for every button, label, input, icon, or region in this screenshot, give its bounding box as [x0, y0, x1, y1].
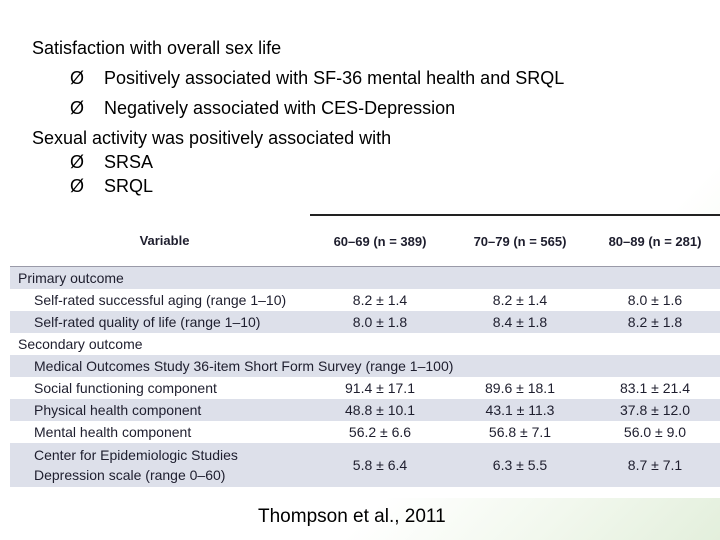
cell-value: 6.3 ± 5.5 — [450, 443, 590, 487]
row-label: Medical Outcomes Study 36-item Short For… — [10, 355, 720, 377]
row-label: Self-rated quality of life (range 1–10) — [10, 311, 310, 333]
column-header-70-79: 70–79 (n = 565) — [450, 214, 590, 267]
cell-value: 8.0 ± 1.6 — [627, 292, 683, 308]
cell-value: 83.1 ± 21.4 — [620, 380, 690, 396]
arrow-bullet-icon: Ø — [70, 68, 85, 88]
row-label: Mental health component — [34, 424, 192, 440]
cell-value: 91.4 ± 17.1 — [345, 380, 415, 396]
table-row: Self-rated successful aging (range 1–10)… — [10, 289, 720, 311]
column-header-80-89: 80–89 (n = 281) — [590, 214, 720, 267]
arrow-bullet-icon: Ø — [70, 176, 85, 196]
heading-sexual-activity: Sexual activity was positively associate… — [32, 128, 392, 148]
cell-value: 56.2 ± 6.6 — [348, 424, 412, 440]
cell-value: 8.7 ± 7.1 — [590, 443, 720, 487]
row-label: Self-rated successful aging (range 1–10) — [34, 292, 287, 308]
table-row: Self-rated quality of life (range 1–10) … — [10, 311, 720, 333]
bullet-item: Ø Negatively associated with CES-Depressi… — [70, 98, 456, 118]
row-label: Social functioning component — [34, 380, 217, 396]
cell-value: 8.0 ± 1.8 — [310, 311, 450, 333]
table-row: Physical health component 48.8 ± 10.1 43… — [10, 399, 720, 421]
cell-value: 89.6 ± 18.1 — [485, 380, 555, 396]
section-label: Primary outcome — [10, 266, 310, 289]
table-row: Medical Outcomes Study 36-item Short For… — [10, 355, 720, 377]
row-label: Center for Epidemiologic Studies Depress… — [10, 443, 310, 487]
cell-value: 48.8 ± 10.1 — [310, 399, 450, 421]
column-header-60-69: 60–69 (n = 389) — [310, 214, 450, 267]
column-header-variable: Variable — [139, 233, 190, 248]
table-row: Social functioning component 91.4 ± 17.1… — [10, 377, 720, 399]
cell-value: 5.8 ± 6.4 — [310, 443, 450, 487]
arrow-bullet-icon: Ø — [70, 98, 85, 118]
section-label: Secondary outcome — [18, 336, 143, 352]
bullet-item: Ø Positively associated with SF-36 mental… — [70, 68, 565, 88]
bullet-item: Ø SRSA — [70, 152, 154, 172]
cell-value: 8.2 ± 1.4 — [352, 292, 408, 308]
citation: Thompson et al., 2011 — [258, 506, 446, 527]
cell-value: 37.8 ± 12.0 — [590, 399, 720, 421]
bullet-item: Ø SRQL — [70, 176, 154, 196]
cell-value: 8.4 ± 1.8 — [450, 311, 590, 333]
cell-value: 56.8 ± 7.1 — [488, 424, 552, 440]
results-table: Variable 60–69 (n = 389) 70–79 (n = 565)… — [10, 214, 720, 487]
results-table-image: Variable 60–69 (n = 389) 70–79 (n = 565)… — [10, 214, 720, 498]
table-row: Mental health component 56.2 ± 6.6 56.8 … — [10, 421, 720, 443]
row-label: Physical health component — [10, 399, 310, 421]
table-row: Secondary outcome — [10, 333, 720, 355]
arrow-bullet-icon: Ø — [70, 152, 85, 172]
cell-value: 56.0 ± 9.0 — [623, 424, 687, 440]
table-row: Primary outcome — [10, 266, 720, 289]
cell-value: 8.2 ± 1.4 — [492, 292, 548, 308]
table-row: Center for Epidemiologic Studies Depress… — [10, 443, 720, 487]
cell-value: 43.1 ± 11.3 — [450, 399, 590, 421]
cell-value: 8.2 ± 1.8 — [590, 311, 720, 333]
heading-satisfaction: Satisfaction with overall sex life — [32, 38, 282, 58]
